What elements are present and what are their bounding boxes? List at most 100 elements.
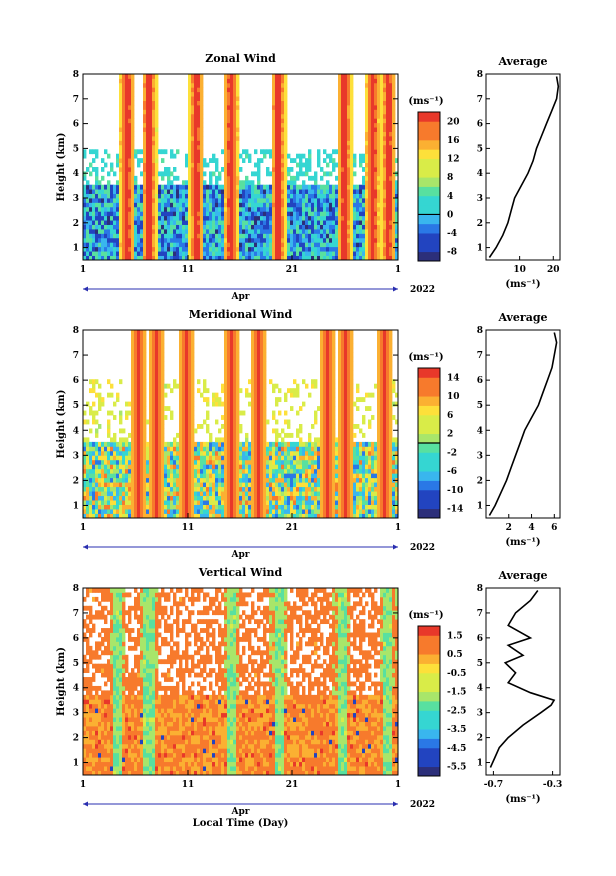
heatmap-cell: [275, 180, 279, 186]
heatmap-cell: [356, 189, 360, 194]
heatmap-cell: [131, 171, 135, 177]
heatmap-cell: [335, 242, 339, 248]
heatmap-cell: [317, 184, 321, 190]
heatmap-cell: [209, 455, 213, 461]
heatmap-cell: [89, 198, 93, 203]
heatmap-cell: [287, 193, 291, 199]
heatmap-cell: [155, 202, 159, 208]
heatmap-cell: [185, 428, 189, 434]
heatmap-cell: [143, 162, 147, 168]
heatmap-cell: [362, 237, 366, 243]
heatmap-cell: [137, 464, 141, 470]
heatmap-cell: [107, 379, 111, 385]
heatmap-cell: [347, 91, 351, 97]
heatmap-cell: [164, 171, 168, 177]
heatmap-cell: [110, 459, 114, 465]
heatmap-cell: [395, 224, 399, 230]
heatmap-cell: [185, 229, 189, 234]
heatmap-cell: [107, 495, 111, 501]
heatmap-cell: [185, 410, 189, 416]
heatmap-cell: [191, 379, 195, 385]
heatmap-cell: [281, 428, 285, 434]
heatmap-cell: [182, 397, 186, 403]
heatmap-cell: [272, 91, 276, 97]
heatmap-cell: [146, 184, 150, 190]
heatmap-cell: [179, 251, 183, 256]
heatmap-cell: [278, 211, 282, 217]
heatmap-cell: [128, 136, 132, 141]
heatmap-cell: [164, 255, 168, 261]
heatmap-cell: [167, 486, 171, 492]
heatmap-cell: [278, 206, 282, 212]
heatmap-cell: [116, 229, 120, 234]
heatmap-cell: [92, 206, 96, 212]
heatmap-cell: [164, 189, 168, 194]
heatmap-cell: [212, 509, 216, 514]
heatmap-cell: [239, 388, 243, 394]
heatmap-cell: [239, 428, 243, 434]
heatmap-cell: [143, 198, 147, 203]
heatmap-cell: [134, 455, 138, 461]
heatmap-cell: [158, 211, 162, 217]
heatmap-cell: [281, 153, 285, 159]
heatmap-cell: [263, 365, 267, 371]
heatmap-cell: [248, 468, 252, 474]
heatmap-cell: [383, 74, 387, 79]
heatmap-cell: [137, 246, 141, 252]
heatmap-cell: [131, 459, 135, 465]
heatmap-cell: [212, 500, 216, 505]
heatmap-cell: [95, 206, 99, 212]
heatmap-cell: [119, 167, 123, 172]
heatmap-cell: [113, 441, 117, 447]
heatmap-cell: [284, 215, 288, 221]
heatmap-cell: [155, 189, 159, 194]
heatmap-cell: [272, 158, 276, 163]
heatmap-cell: [386, 91, 390, 97]
heatmap-cell: [293, 220, 297, 225]
heatmap-cell: [251, 415, 255, 420]
heatmap-cell: [245, 473, 249, 479]
heatmap-cell: [131, 140, 135, 146]
heatmap-cell: [140, 171, 144, 177]
heatmap-cell: [278, 242, 282, 248]
heatmap-cell: [194, 206, 198, 212]
heatmap-cell: [374, 82, 378, 88]
heatmap-cell: [365, 233, 369, 239]
heatmap-cell: [167, 229, 171, 234]
heatmap-cell: [119, 96, 123, 101]
heatmap-cell: [260, 486, 264, 492]
heatmap-cell: [161, 500, 165, 505]
heatmap-cell: [260, 343, 264, 349]
heatmap-cell: [245, 509, 249, 514]
heatmap-cell: [191, 338, 195, 344]
heatmap-cell: [260, 415, 264, 420]
heatmap-cell: [227, 255, 231, 261]
heatmap-cell: [284, 162, 288, 168]
heatmap-cell: [86, 468, 90, 474]
heatmap-cell: [389, 109, 393, 115]
heatmap-cell: [299, 215, 303, 221]
heatmap-cell: [254, 477, 258, 483]
heatmap-cell: [206, 450, 210, 456]
heatmap-cell: [176, 251, 180, 256]
heatmap-cell: [110, 450, 114, 456]
heatmap-cell: [227, 500, 231, 505]
heatmap-cell: [230, 356, 234, 362]
heatmap-cell: [353, 211, 357, 217]
heatmap-cell: [89, 504, 93, 510]
heatmap-cell: [335, 189, 339, 194]
heatmap-cell: [116, 397, 120, 403]
heatmap-cell: [332, 158, 336, 163]
heatmap-cell: [356, 202, 360, 208]
heatmap-cell: [356, 206, 360, 212]
heatmap-cell: [221, 401, 225, 407]
heatmap-cell: [278, 122, 282, 128]
heatmap-cell: [173, 246, 177, 252]
heatmap-cell: [347, 246, 351, 252]
heatmap-cell: [200, 127, 204, 132]
heatmap-cell: [371, 109, 375, 115]
heatmap-cell: [191, 140, 195, 146]
heatmap-cell: [236, 397, 240, 403]
heatmap-cell: [359, 193, 363, 199]
heatmap-cell: [101, 246, 105, 252]
